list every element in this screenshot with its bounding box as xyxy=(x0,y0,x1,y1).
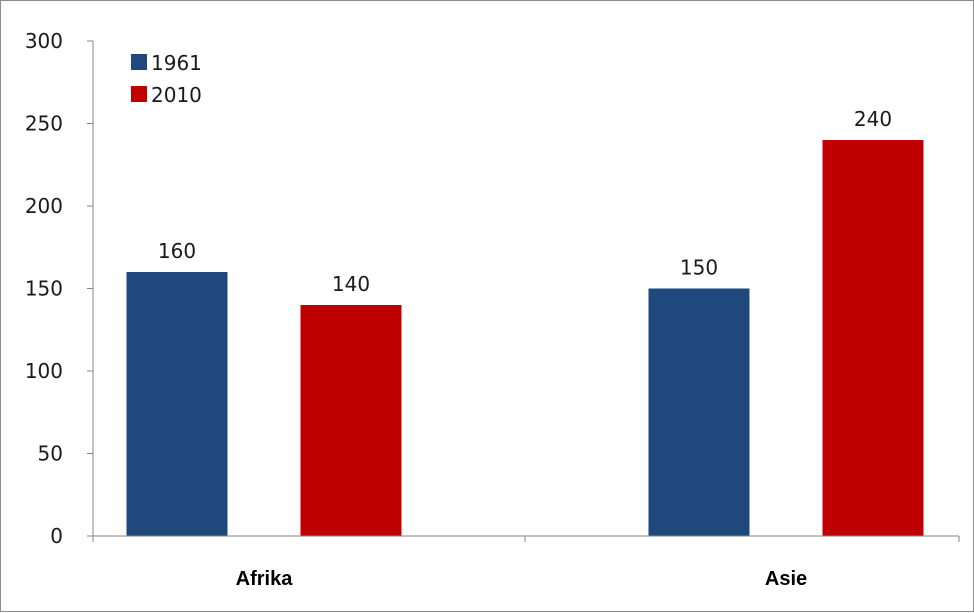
x-axis: Afrika Asie xyxy=(92,535,960,590)
y-tick-label: 150 xyxy=(25,277,63,301)
legend-swatch xyxy=(131,86,147,102)
y-axis: 0 50 100 150 200 250 300 xyxy=(25,29,94,548)
y-tick-label: 300 xyxy=(25,29,63,53)
bars xyxy=(126,140,924,536)
bar-1961-asie xyxy=(648,288,750,536)
x-category-label: Asie xyxy=(765,568,807,590)
bar-2010-asie xyxy=(822,140,924,536)
data-label: 150 xyxy=(680,256,718,280)
data-label: 140 xyxy=(332,272,370,296)
bar-2010-afrika xyxy=(300,305,402,536)
data-label: 160 xyxy=(158,239,196,263)
y-tick-label: 200 xyxy=(25,194,63,218)
legend-label: 2010 xyxy=(151,83,202,107)
bar-1961-afrika xyxy=(126,272,228,536)
data-label: 240 xyxy=(854,107,892,131)
data-labels: 160 150 140 240 xyxy=(158,107,892,296)
y-tick-label: 250 xyxy=(25,112,63,136)
y-tick-label: 0 xyxy=(50,524,63,548)
y-tick-label: 100 xyxy=(25,359,63,383)
legend-label: 1961 xyxy=(151,51,202,75)
x-category-label: Afrika xyxy=(236,568,294,590)
legend-swatch xyxy=(131,54,147,70)
legend: 1961 2010 xyxy=(131,51,202,107)
y-tick-label: 50 xyxy=(38,442,63,466)
